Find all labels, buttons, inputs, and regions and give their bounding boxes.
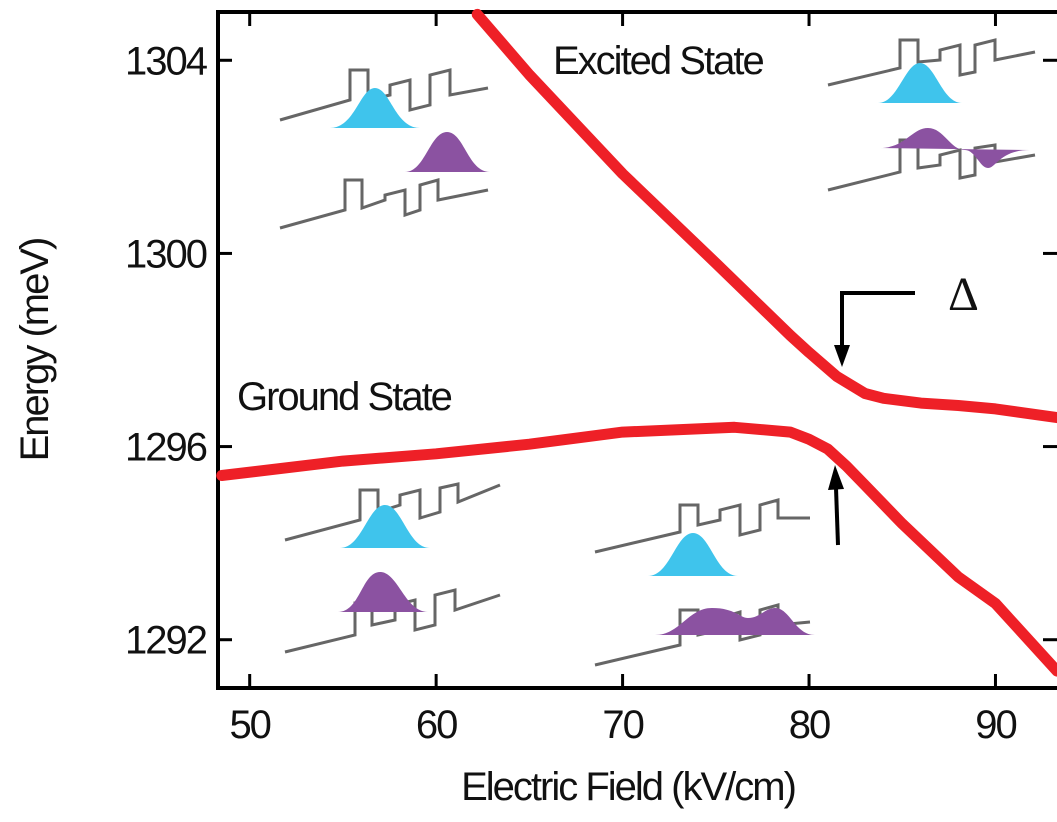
x-tick-label: 50	[229, 703, 270, 747]
x-tick-label: 60	[416, 703, 457, 747]
x-axis-label: Electric Field (kV/cm)	[461, 765, 795, 809]
x-tick-label: 90	[975, 703, 1016, 747]
series-line	[471, 8, 1057, 424]
x-tick-label: 80	[789, 703, 830, 747]
y-tick-label: 1292	[125, 619, 207, 663]
annotation: Excited State	[553, 39, 763, 83]
plot-area	[216, 8, 1057, 690]
axis-frame	[216, 10, 1057, 690]
annotation: Ground State	[237, 375, 452, 419]
arrows	[828, 291, 915, 546]
y-tick-label: 1304	[125, 39, 208, 83]
x-tick-label: 70	[602, 703, 643, 747]
y-axis-label: Energy (meV)	[13, 239, 57, 462]
series-line	[216, 421, 1057, 677]
annotation: Δ	[948, 268, 979, 321]
y-tick-label: 1300	[125, 232, 207, 276]
y-tick-label: 1296	[125, 426, 207, 470]
wavefunctions	[330, 63, 1030, 635]
